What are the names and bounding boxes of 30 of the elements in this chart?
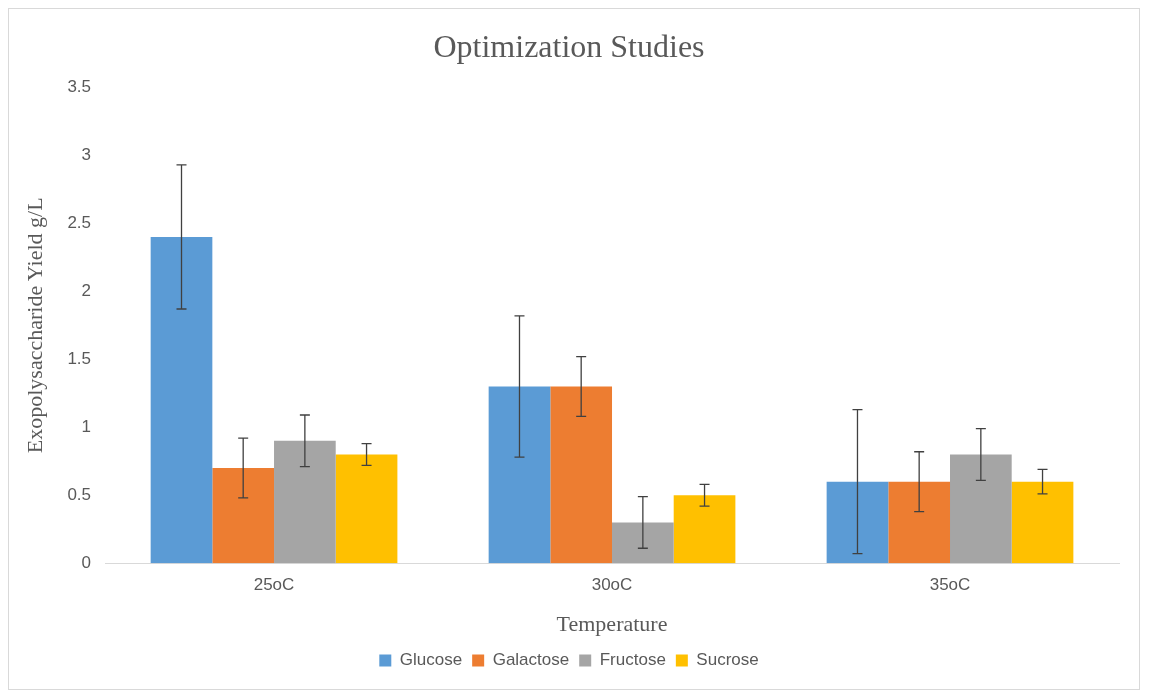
- y-tick-label: 3: [81, 145, 92, 165]
- y-tick-label: 2: [81, 281, 92, 300]
- y-tick-label: 3.5: [67, 77, 92, 97]
- y-tick-label: 1.5: [67, 348, 92, 368]
- y-tick-label: 2.5: [67, 213, 92, 233]
- x-tick-label: 25oC: [253, 575, 295, 595]
- bar: [212, 468, 275, 564]
- bar: [888, 481, 951, 564]
- y-tick-label: 0: [81, 552, 92, 572]
- legend-label: Fructose: [599, 650, 666, 670]
- bar: [673, 495, 736, 564]
- bar: [150, 236, 213, 564]
- bar: [550, 386, 613, 564]
- bar: [826, 481, 889, 564]
- x-axis-title: Temperature: [556, 610, 668, 636]
- x-tick-label: 35oC: [929, 575, 971, 595]
- bar: [612, 522, 674, 564]
- legend-label: Sucrose: [696, 650, 759, 670]
- bar: [335, 454, 398, 564]
- chart-title: Optimization Studies: [433, 27, 705, 64]
- y-tick-label: 1: [81, 416, 92, 436]
- legend-label: Galactose: [492, 650, 570, 670]
- y-axis-title: Exopolysaccharide Yield g/L: [21, 197, 47, 454]
- bar: [950, 454, 1012, 564]
- x-tick-label: 30oC: [591, 575, 633, 595]
- y-tick-label: 0.5: [67, 484, 92, 504]
- legend-label: Glucose: [399, 650, 463, 670]
- bar: [1011, 481, 1074, 564]
- bar: [488, 386, 551, 564]
- bar: [274, 440, 336, 564]
